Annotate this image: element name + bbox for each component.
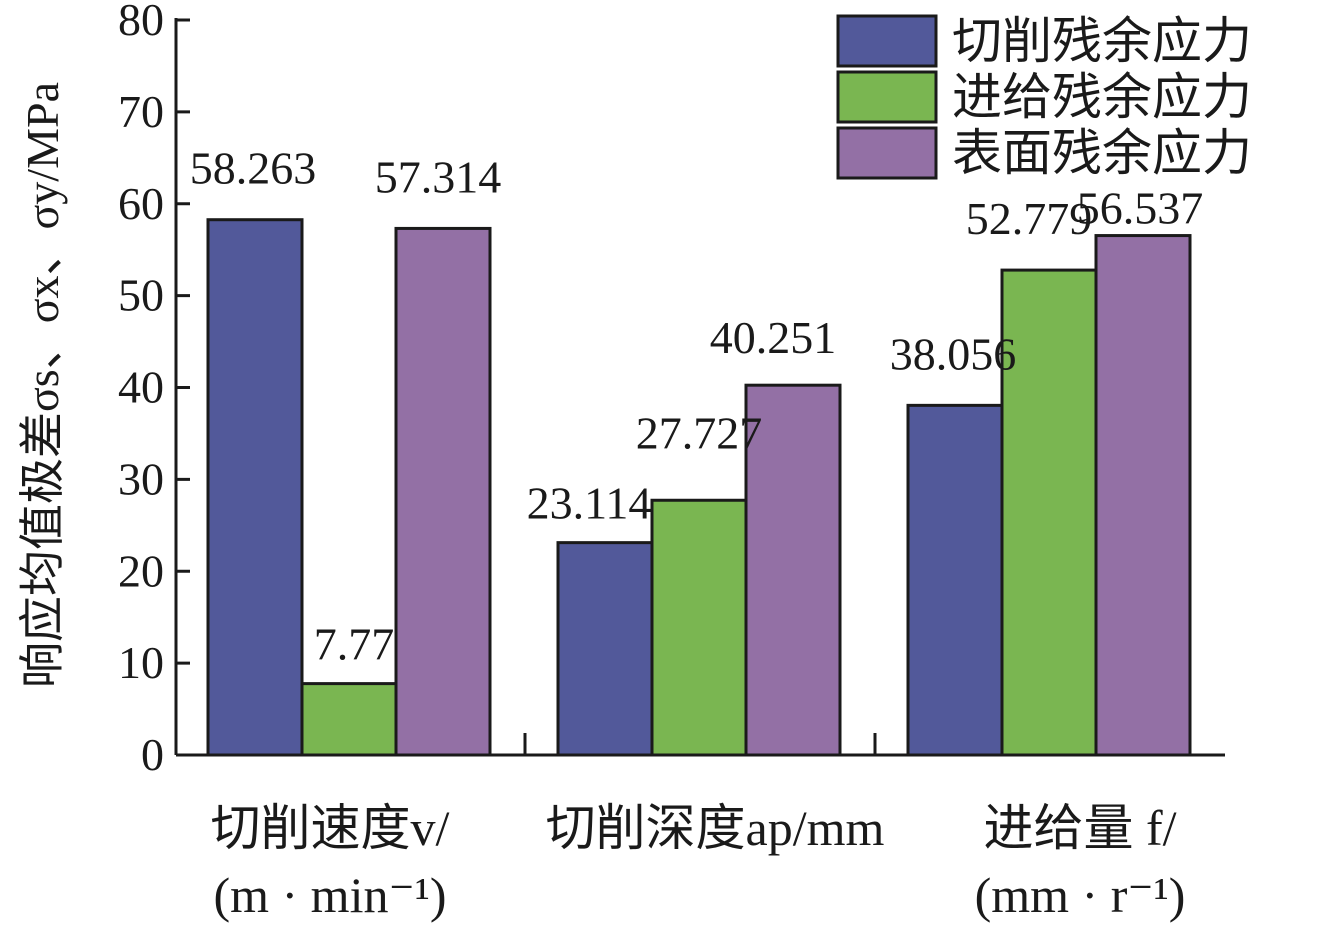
legend-label-1: 切削残余应力 (952, 13, 1252, 69)
y-tick-label: 60 (118, 178, 164, 229)
data-labels: 58.263 23.114 38.056 7.77 27.727 52.779 57.314… (190, 143, 1204, 670)
data-label-1-2: 23.114 (527, 478, 652, 529)
y-tick-label: 50 (118, 270, 164, 321)
category-unit-1: (m · min⁻¹) (213, 867, 446, 923)
bar-3-3 (1094, 234, 1192, 757)
data-label-2-2: 27.727 (636, 407, 763, 458)
legend-label-2: 进给残余应力 (952, 69, 1252, 125)
bar-1-1 (206, 218, 304, 757)
y-tick-label: 0 (141, 729, 164, 780)
category-label-2: 切削深度ap/mm (546, 800, 885, 856)
category-label-1: 切削速度v/ (211, 800, 450, 856)
y-tick-label: 10 (118, 637, 164, 688)
bar-2-3 (1000, 268, 1098, 757)
bar-3-1 (394, 226, 492, 757)
legend-label-3: 表面残余应力 (952, 125, 1252, 181)
data-label-2-3: 52.779 (966, 193, 1093, 244)
legend-swatch-1 (836, 14, 938, 68)
legend-swatch-3 (836, 126, 938, 180)
y-axis-label: 响应均值极差σs、σx、σy/MPa (17, 82, 68, 688)
data-label-3-3: 56.537 (1077, 183, 1204, 234)
category-labels: 切削速度v/ (m · min⁻¹) 切削深度ap/mm 进给量 f/ (mm · r⁻… (211, 800, 1186, 923)
category-label-3: 进给量 f/ (983, 800, 1176, 856)
data-label-1-1: 58.263 (190, 143, 317, 194)
y-tick-label: 80 (118, 0, 164, 45)
data-label-3-1: 57.314 (375, 151, 502, 202)
bar-1-2 (556, 541, 654, 757)
data-label-1-3: 38.056 (890, 328, 1017, 379)
bar-1-3 (906, 403, 1004, 757)
bar-2-2 (650, 498, 748, 757)
bars (206, 218, 1192, 757)
data-label-2-1: 7.77 (314, 619, 395, 670)
y-tick-label: 40 (118, 362, 164, 413)
legend-swatch-2 (836, 70, 938, 124)
y-tick-label: 70 (118, 86, 164, 137)
bar-2-1 (300, 682, 398, 757)
y-tick-label: 20 (118, 545, 164, 596)
bar-3-2 (744, 383, 842, 757)
category-unit-3: (mm · r⁻¹) (975, 867, 1186, 923)
y-tick-label: 30 (118, 453, 164, 504)
data-label-3-2: 40.251 (710, 312, 837, 363)
